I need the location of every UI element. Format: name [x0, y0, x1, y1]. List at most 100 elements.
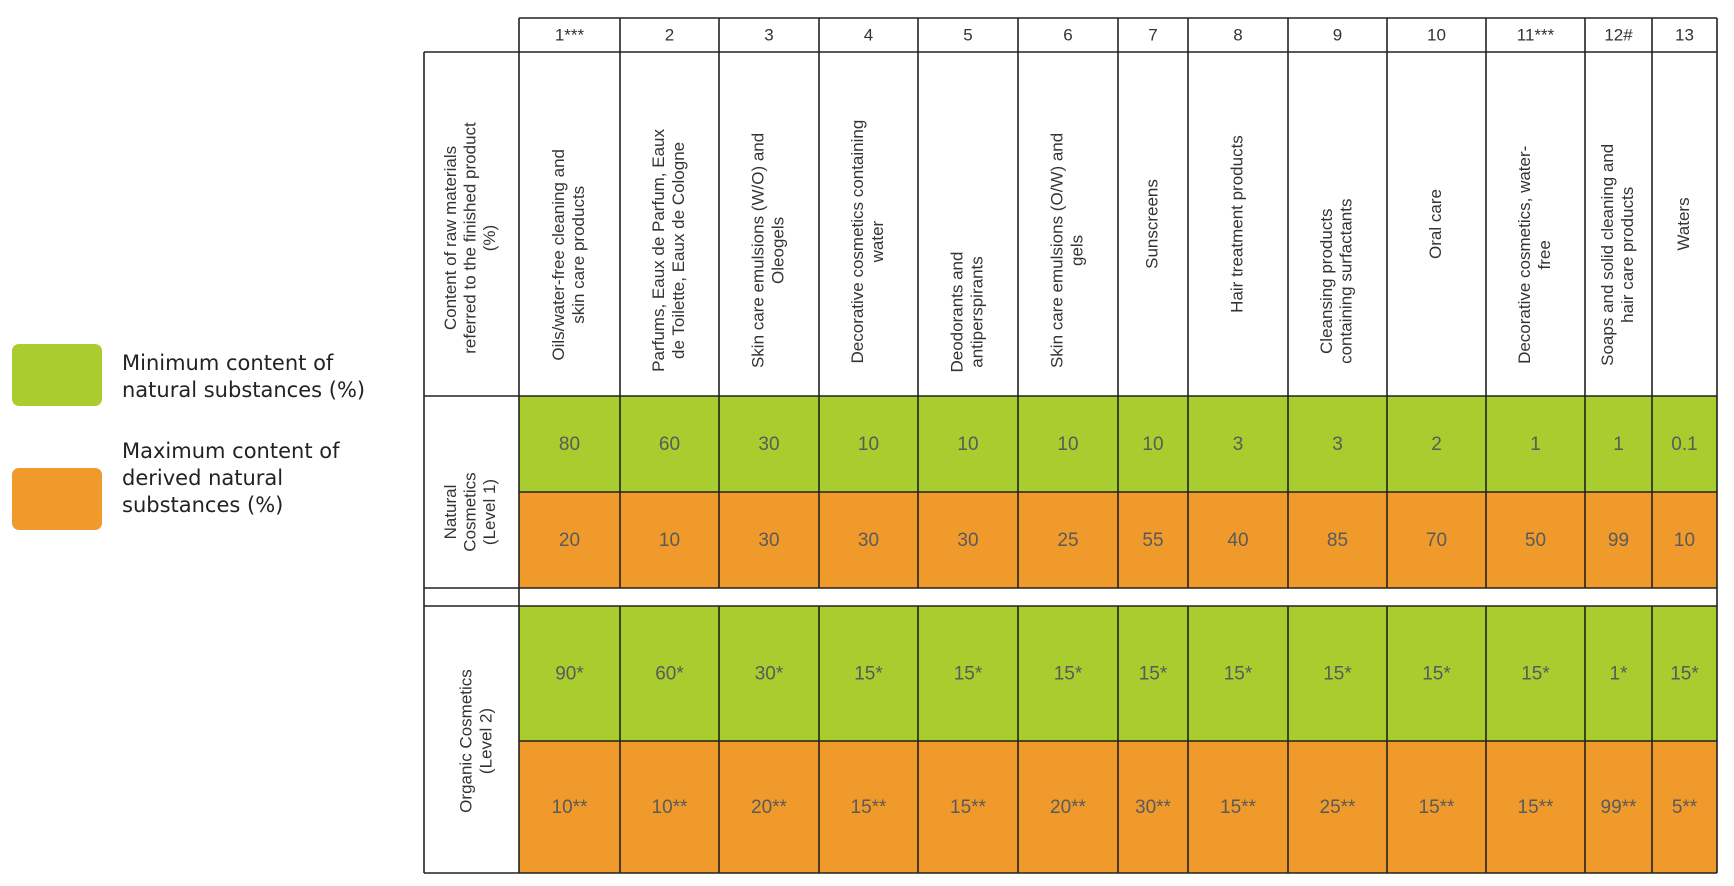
value-label-3-11: 15* — [1521, 664, 1550, 685]
cell-4-1 — [519, 741, 620, 873]
value-label-4-8: 15** — [1220, 797, 1257, 818]
value-label-2-11: 50 — [1525, 530, 1546, 551]
level1-label-line-3: (Level 1) — [480, 479, 499, 545]
column-header-5-line-2: antiperspirants — [967, 256, 986, 368]
cell-1-7 — [1118, 396, 1188, 492]
value-label-1-1: 80 — [559, 434, 580, 455]
column-header-4-line-2: water — [868, 220, 887, 263]
value-label-2-5: 30 — [957, 530, 978, 551]
value-label-1-5: 10 — [957, 434, 978, 455]
value-label-1-6: 10 — [1057, 434, 1078, 455]
value-label-4-9: 25** — [1320, 797, 1357, 818]
cell-3-13 — [1652, 606, 1717, 741]
value-label-1-9: 3 — [1332, 434, 1343, 455]
header-row-label-line-3: (%) — [480, 225, 499, 251]
value-label-4-1: 10** — [552, 797, 589, 818]
column-number-8: 8 — [1233, 25, 1242, 44]
value-label-4-5: 15** — [950, 797, 987, 818]
value-label-3-12: 1* — [1610, 664, 1629, 685]
column-header-1-line-2: skin care products — [569, 186, 588, 324]
level2-label-line-2: (Level 2) — [476, 708, 495, 774]
column-header-3-line-1: Skin care emulsions (W/O) and — [749, 133, 768, 368]
value-label-2-6: 25 — [1057, 530, 1078, 551]
value-label-1-11: 1 — [1530, 434, 1541, 455]
value-label-3-13: 15* — [1670, 664, 1699, 685]
cell-4-9 — [1288, 741, 1387, 873]
column-header-9-line-2: containing surfactants — [1337, 199, 1356, 364]
cell-1-3 — [719, 396, 819, 492]
column-number-9: 9 — [1333, 25, 1342, 44]
value-label-4-3: 20** — [751, 797, 788, 818]
value-label-3-10: 15* — [1422, 664, 1451, 685]
value-label-3-3: 30* — [755, 664, 784, 685]
cell-2-10 — [1387, 492, 1486, 588]
cell-3-7 — [1118, 606, 1188, 741]
cell-4-3 — [719, 741, 819, 873]
value-label-2-3: 30 — [758, 530, 779, 551]
cell-2-2 — [620, 492, 719, 588]
cell-2-7 — [1118, 492, 1188, 588]
value-label-1-12: 1 — [1613, 434, 1624, 455]
column-header-11-line-2: free — [1535, 240, 1554, 269]
cell-2-5 — [918, 492, 1018, 588]
value-label-4-12: 99** — [1601, 797, 1638, 818]
cell-4-8 — [1188, 741, 1288, 873]
cell-4-7 — [1118, 741, 1188, 873]
value-label-4-4: 15** — [851, 797, 888, 818]
cell-2-12 — [1585, 492, 1652, 588]
value-label-3-7: 15* — [1139, 664, 1168, 685]
cell-3-3 — [719, 606, 819, 741]
cell-4-12 — [1585, 741, 1652, 873]
cell-1-8 — [1188, 396, 1288, 492]
cell-1-2 — [620, 396, 719, 492]
cell-3-10 — [1387, 606, 1486, 741]
column-number-13: 13 — [1675, 25, 1694, 44]
column-header-6-line-2: gels — [1067, 235, 1086, 266]
level1-label-line-1: Natural — [441, 485, 460, 540]
value-label-2-1: 20 — [559, 530, 580, 551]
value-label-1-2: 60 — [659, 434, 680, 455]
cell-1-6 — [1018, 396, 1118, 492]
column-header-5-line-1: Deodorants and — [948, 252, 967, 373]
cell-1-13 — [1652, 396, 1717, 492]
value-label-1-4: 10 — [858, 434, 879, 455]
column-header-9-line-1: Cleansing products — [1317, 208, 1336, 354]
cell-1-4 — [819, 396, 918, 492]
value-label-3-8: 15* — [1224, 664, 1253, 685]
column-header-12-line-2: hair care products — [1618, 187, 1637, 323]
cell-1-12 — [1585, 396, 1652, 492]
column-header-2-line-2: de Toilette, Eaux de Cologne — [669, 142, 688, 359]
cell-4-5 — [918, 741, 1018, 873]
column-header-7-line-1: Sunscreens — [1142, 179, 1161, 269]
cell-1-5 — [918, 396, 1018, 492]
cell-3-5 — [918, 606, 1018, 741]
value-label-2-12: 99 — [1608, 530, 1629, 551]
value-label-3-1: 90* — [555, 664, 584, 685]
value-label-2-7: 55 — [1142, 530, 1163, 551]
cell-4-2 — [620, 741, 719, 873]
cell-3-12 — [1585, 606, 1652, 741]
legend-swatch-natural — [12, 344, 102, 406]
cell-3-4 — [819, 606, 918, 741]
cell-1-10 — [1387, 396, 1486, 492]
cell-1-9 — [1288, 396, 1387, 492]
cell-1-11 — [1486, 396, 1585, 492]
legend-label-derived: Maximum content of derived natural subst… — [122, 439, 340, 517]
column-number-5: 5 — [963, 25, 972, 44]
cell-2-1 — [519, 492, 620, 588]
value-label-1-3: 30 — [758, 434, 779, 455]
level2-label-line-1: Organic Cosmetics — [457, 669, 476, 813]
cell-1-1 — [519, 396, 620, 492]
value-label-1-8: 3 — [1233, 434, 1244, 455]
value-label-3-4: 15* — [854, 664, 883, 685]
cell-2-13 — [1652, 492, 1717, 588]
value-label-3-2: 60* — [655, 664, 684, 685]
cell-3-2 — [620, 606, 719, 741]
column-header-4-line-1: Decorative cosmetics containing — [848, 120, 867, 364]
value-label-4-6: 20** — [1050, 797, 1087, 818]
cell-2-6 — [1018, 492, 1118, 588]
column-header-2-line-1: Parfums, Eaux de Parfum, Eaux — [649, 128, 668, 371]
value-label-2-9: 85 — [1327, 530, 1348, 551]
column-number-1: 1*** — [555, 25, 585, 44]
